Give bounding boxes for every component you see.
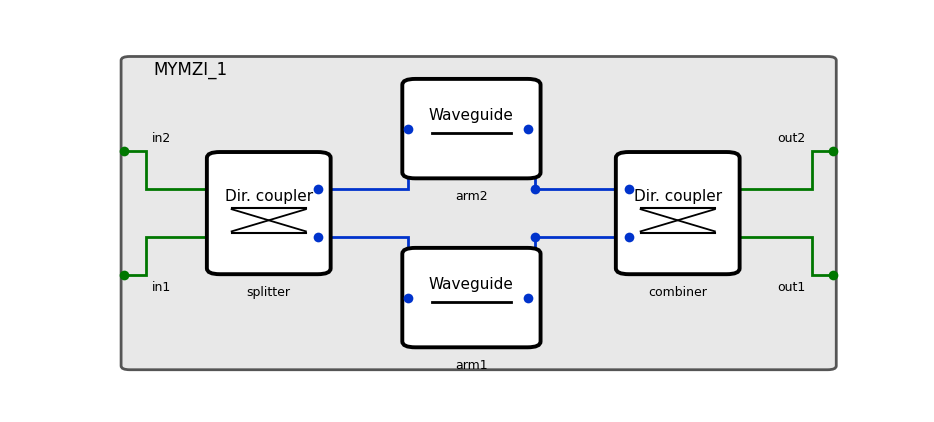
FancyBboxPatch shape	[403, 79, 541, 179]
Text: in1: in1	[151, 281, 171, 295]
FancyBboxPatch shape	[403, 248, 541, 347]
FancyBboxPatch shape	[616, 152, 740, 274]
FancyBboxPatch shape	[121, 57, 836, 370]
Text: arm2: arm2	[455, 190, 488, 203]
Text: arm1: arm1	[455, 360, 488, 372]
Text: Waveguide: Waveguide	[429, 108, 514, 123]
Text: Waveguide: Waveguide	[429, 277, 514, 292]
Text: Dir. coupler: Dir. coupler	[633, 189, 722, 204]
Text: MYMZI_1: MYMZI_1	[153, 61, 227, 79]
Text: out2: out2	[778, 132, 806, 145]
Text: combiner: combiner	[648, 286, 707, 299]
Text: Dir. coupler: Dir. coupler	[225, 189, 313, 204]
Text: in2: in2	[151, 132, 171, 145]
FancyBboxPatch shape	[206, 152, 331, 274]
Text: out1: out1	[778, 281, 806, 295]
Text: splitter: splitter	[247, 286, 290, 299]
